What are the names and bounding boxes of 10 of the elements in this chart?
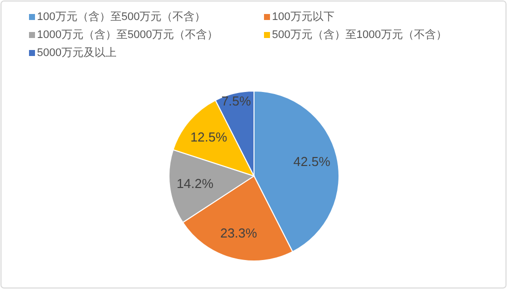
legend-label: 100万元以下: [272, 10, 334, 23]
data-label: 42.5%: [293, 154, 331, 170]
data-label: 12.5%: [190, 129, 228, 144]
legend-label: 1000万元（含）至5000万元（不含）: [37, 28, 218, 41]
legend-label: 5000万元及以上: [37, 46, 116, 59]
legend-label: 100万元（含）至500万元（不含）: [37, 10, 206, 23]
data-label: 7.5%: [221, 94, 252, 109]
legend-label: 500万元（含）至1000万元（不含）: [272, 28, 447, 41]
data-label: 14.2%: [176, 176, 214, 191]
data-label: 23.3%: [220, 225, 258, 240]
